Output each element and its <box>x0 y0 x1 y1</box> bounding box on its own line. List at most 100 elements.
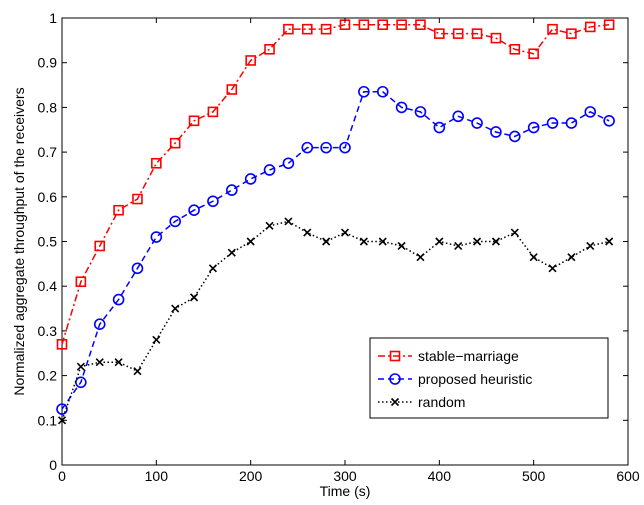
data-point <box>603 115 615 127</box>
series-0 <box>56 19 615 350</box>
y-tick-label: 0.3 <box>38 323 58 339</box>
data-point <box>150 231 163 243</box>
data-point <box>548 264 557 273</box>
data-point <box>244 173 257 185</box>
legend-label: proposed heuristic <box>418 371 532 387</box>
data-point <box>93 318 106 330</box>
data-point <box>547 23 558 35</box>
data-point <box>510 228 519 237</box>
y-axis-label: Normalized aggregate throughput of the r… <box>11 87 27 395</box>
data-point <box>207 195 219 208</box>
legend-label: stable−marriage <box>418 348 519 364</box>
legend-item: stable−marriage <box>378 348 519 364</box>
series-2 <box>57 217 614 425</box>
data-point <box>95 358 104 367</box>
legend-item: random <box>378 394 465 410</box>
data-point <box>414 106 427 118</box>
data-point <box>546 117 559 129</box>
data-point <box>528 48 539 60</box>
data-point <box>433 121 446 134</box>
data-point <box>567 253 576 262</box>
x-tick-label: 600 <box>616 468 640 484</box>
x-tick-label: 0 <box>58 468 66 484</box>
data-point <box>397 241 406 251</box>
data-point <box>264 43 275 55</box>
legend-label: random <box>418 394 465 410</box>
data-point <box>603 19 615 31</box>
data-point <box>56 339 68 350</box>
data-point <box>190 293 199 302</box>
data-point <box>490 32 502 44</box>
data-point <box>208 264 217 273</box>
data-point <box>377 19 389 31</box>
data-point <box>376 85 389 98</box>
data-point <box>471 117 483 129</box>
data-point <box>473 237 482 246</box>
data-point <box>565 117 578 129</box>
data-point <box>207 106 219 118</box>
x-tick-label: 100 <box>145 468 169 484</box>
y-tick-label: 0 <box>49 457 57 473</box>
data-point <box>529 253 538 262</box>
data-point <box>133 367 142 376</box>
data-point <box>152 335 161 344</box>
x-tick-label: 300 <box>333 468 357 484</box>
data-point <box>358 85 370 98</box>
data-point <box>94 240 106 252</box>
data-point <box>265 221 274 230</box>
data-point <box>283 23 294 35</box>
y-tick-label: 0.8 <box>38 99 58 115</box>
data-point <box>114 358 123 367</box>
data-point <box>301 23 313 35</box>
data-point <box>151 157 162 169</box>
y-tick-label: 0.9 <box>38 55 58 71</box>
data-point <box>246 237 255 246</box>
data-point <box>169 215 181 228</box>
data-point <box>395 101 408 114</box>
data-point <box>169 137 181 149</box>
y-tick-label: 0.7 <box>38 144 58 160</box>
data-point <box>245 55 256 66</box>
data-point <box>188 204 200 217</box>
data-point <box>358 19 370 31</box>
legend-marker <box>389 373 401 385</box>
data-point <box>188 115 200 127</box>
data-point <box>320 23 332 35</box>
axis-ticks: 0 100 200 300 400 500 600 0 0.1 0.2 0.3 0.4 0.5 0.6 0.… <box>38 10 640 484</box>
data-point <box>322 237 331 246</box>
data-point <box>435 237 444 246</box>
data-point <box>434 28 445 39</box>
y-tick-label: 0.1 <box>38 412 58 428</box>
data-point <box>113 204 124 216</box>
x-axis-label: Time (s) <box>320 483 371 499</box>
y-tick-label: 0.4 <box>38 278 58 294</box>
data-point <box>76 362 85 371</box>
data-point <box>491 237 500 246</box>
data-point <box>339 141 351 154</box>
data-point <box>263 164 276 176</box>
data-point <box>112 293 125 306</box>
data-point <box>566 28 577 39</box>
data-point <box>490 126 502 138</box>
data-point <box>171 304 180 313</box>
data-point <box>605 237 614 246</box>
legend-marker <box>390 397 400 407</box>
data-point <box>132 193 143 205</box>
data-point <box>527 121 540 134</box>
data-point <box>454 241 463 251</box>
x-tick-label: 400 <box>428 468 452 484</box>
legend-item: proposed heuristic <box>378 371 532 387</box>
series-1 <box>56 85 615 415</box>
y-tick-label: 0.2 <box>38 368 58 384</box>
data-point <box>508 130 521 143</box>
series-layer <box>56 19 615 425</box>
data-point <box>586 241 595 251</box>
data-point <box>226 184 238 196</box>
data-point <box>509 43 521 55</box>
data-point <box>301 141 314 154</box>
y-tick-label: 0.5 <box>38 234 58 250</box>
legend: stable−marriage proposed heuristic random <box>369 337 609 419</box>
data-point <box>227 248 236 257</box>
data-point <box>378 237 387 246</box>
